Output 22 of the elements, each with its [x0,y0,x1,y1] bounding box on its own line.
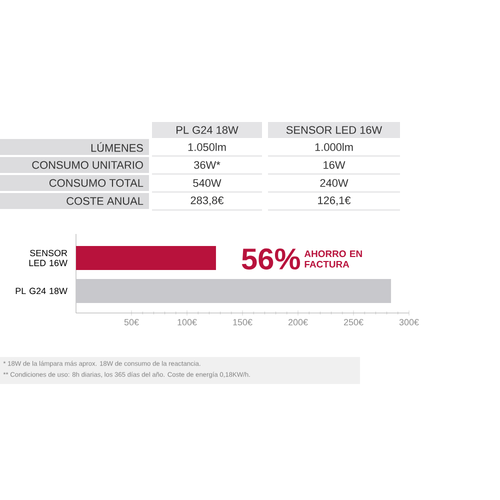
category-label: SENSOR LED 16W [286,126,382,134]
x-tick-label: 150€ [233,319,252,326]
annotation: 56% [242,248,300,270]
text: 240W [320,179,348,187]
text: 1.000lm [315,142,353,152]
text: 540W [193,179,222,187]
text: 36W* [194,161,220,169]
category-label: LÚMENES [91,142,143,152]
category-label: PL G24 18W [176,126,238,134]
annotation: AHORRO EN FACTURA [304,250,362,268]
x-tick-label: 100€ [178,319,197,326]
x-tick-label: 50€ [124,319,139,326]
category-label: CONSUMO TOTAL [49,179,144,187]
x-tick-label: 300€ [399,319,419,326]
category-label: CONSUMO UNITARIO [32,161,143,169]
text: 283,8€ [190,196,224,206]
x-tick-label: 200€ [288,319,308,326]
text: 16W [324,161,346,169]
category-label: COSTE ANUAL [66,197,144,205]
text: 126,1€ [318,196,351,206]
text: 1.050lm [188,142,226,152]
x-tick-label: 250€ [344,319,364,326]
